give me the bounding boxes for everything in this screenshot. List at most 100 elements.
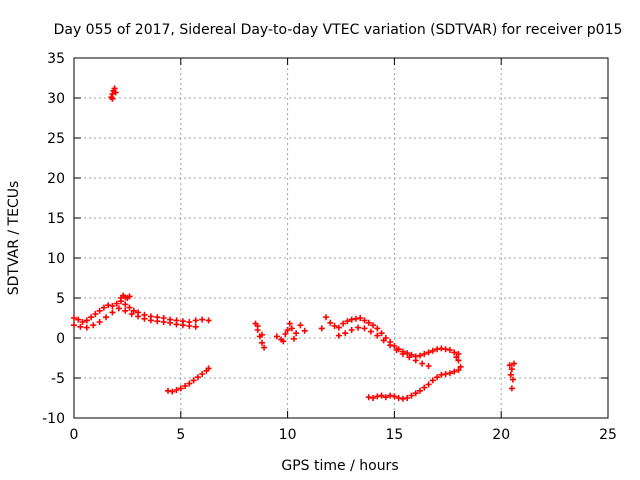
data-point-plus: [451, 368, 458, 375]
data-point-plus: [109, 309, 116, 316]
data-point-plus: [367, 328, 374, 335]
data-point-plus: [421, 384, 428, 391]
data-point-plus: [387, 342, 394, 349]
data-point-plus: [199, 371, 206, 377]
series-upper-track-lower-band: [71, 305, 199, 331]
data-point-plus: [331, 323, 338, 329]
data-point-plus: [399, 351, 406, 357]
data-point-plus: [425, 363, 432, 369]
data-point-plus: [438, 345, 445, 352]
y-tick-label: 20: [47, 171, 65, 187]
data-point-plus: [194, 374, 201, 381]
x-tick-label: 10: [279, 427, 297, 443]
y-tick-label: 5: [56, 291, 65, 307]
data-point-plus: [419, 360, 426, 367]
data-point-plus: [357, 315, 364, 321]
data-point-plus: [205, 317, 212, 324]
data-point-plus: [451, 349, 458, 356]
data-point-plus: [509, 376, 516, 383]
data-point-plus: [141, 315, 148, 322]
data-point-plus: [340, 320, 347, 327]
y-tick-label: 25: [47, 131, 65, 147]
data-point-plus: [406, 354, 413, 361]
chart-title: Day 055 of 2017, Sidereal Day-to-day VTE…: [54, 22, 623, 38]
data-point-plus: [425, 381, 432, 388]
data-point-plus: [365, 319, 372, 326]
y-tick-label: 30: [47, 91, 65, 107]
x-axis-label: GPS time / hours: [281, 458, 398, 474]
data-point-plus: [361, 325, 368, 332]
data-point-plus: [342, 330, 349, 337]
data-point-plus: [374, 332, 381, 339]
data-point-plus: [434, 374, 441, 381]
data-point-plus: [167, 319, 174, 326]
data-point-plus: [160, 319, 167, 325]
y-tick-label: 0: [56, 331, 65, 347]
x-tick-label: 0: [70, 427, 79, 443]
data-point-plus: [286, 320, 293, 327]
y-tick-label: 15: [47, 211, 65, 227]
data-point-plus: [96, 307, 103, 314]
series-mid-cluster-a: [252, 320, 268, 351]
y-axis-label: SDTVAR / TECUs: [6, 181, 22, 296]
data-point-plus: [378, 392, 385, 399]
data-point-plus: [90, 322, 97, 329]
data-point-plus: [412, 357, 419, 364]
data-point-plus: [374, 325, 381, 332]
data-point-plus: [288, 325, 295, 332]
data-point-plus: [348, 327, 355, 333]
data-point-plus: [455, 351, 462, 357]
y-tick-label: 10: [47, 251, 65, 267]
data-point-plus: [109, 95, 116, 102]
data-point-plus: [455, 367, 462, 373]
data-point-plus: [417, 352, 424, 359]
series-low-arc: [365, 354, 464, 402]
data-point-plus: [186, 323, 193, 329]
data-point-plus: [122, 301, 129, 308]
data-point-plus: [164, 387, 171, 394]
data-point-plus: [154, 318, 161, 325]
data-point-plus: [128, 311, 135, 317]
series-high-outliers: [108, 85, 119, 102]
data-point-plus: [130, 307, 137, 314]
tick-labels: 0 5 10 15 20 25 -10 -5 0 5 10 15 20 25 30 35: [42, 51, 617, 443]
y-tick-label: 35: [47, 51, 65, 67]
data-point-plus: [508, 385, 515, 392]
data-point-plus: [284, 327, 291, 333]
data-point-plus: [429, 377, 436, 384]
data-point-plus: [417, 387, 424, 394]
data-point-plus: [370, 322, 377, 329]
data-point-plus: [199, 316, 206, 323]
data-point-plus: [261, 344, 268, 351]
data-point-plus: [446, 370, 453, 377]
data-point-plus: [318, 325, 325, 332]
data-point-plus: [112, 89, 119, 96]
data-point-plus: [79, 319, 86, 325]
data-point-plus: [190, 377, 197, 384]
x-tick-label: 20: [492, 427, 510, 443]
data-point-plus: [192, 317, 199, 324]
data-point-plus: [323, 314, 330, 321]
x-tick-label: 25: [599, 427, 617, 443]
data-point-plus: [280, 338, 287, 345]
data-point-plus: [192, 323, 199, 330]
data-point-plus: [412, 390, 419, 397]
data-point-plus: [100, 304, 107, 311]
data-point-plus: [382, 394, 389, 401]
data-point-plus: [327, 319, 334, 326]
data-point-plus: [147, 317, 154, 324]
data-point-plus: [434, 346, 441, 353]
data-point-plus: [457, 363, 464, 370]
series-mid-cluster-b: [273, 320, 308, 345]
data-point-plus: [71, 322, 77, 329]
data-point-plus: [370, 395, 377, 401]
data-point-plus: [297, 322, 304, 329]
data-point-plus: [293, 330, 300, 337]
data-point-plus: [254, 323, 261, 329]
data-point-plus: [258, 339, 265, 346]
data-point-plus: [404, 395, 411, 401]
series-main-track-lower-band: [335, 324, 432, 369]
data-point-plus: [282, 331, 289, 337]
data-point-plus: [169, 388, 176, 395]
data-point-plus: [75, 316, 82, 323]
